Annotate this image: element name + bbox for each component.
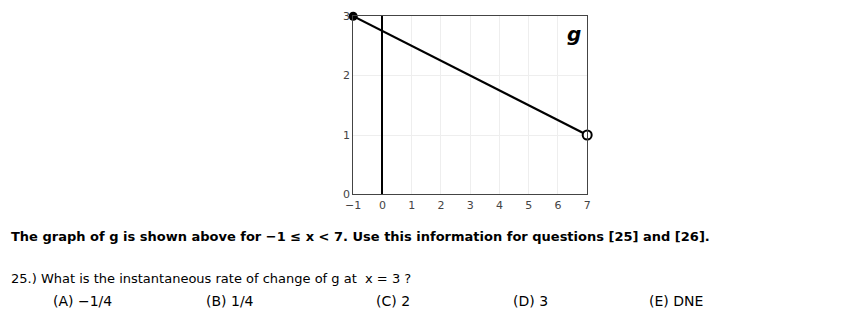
svg-text:(C) 2: (C) 2 xyxy=(376,293,410,309)
svg-text:(A) −1/4: (A) −1/4 xyxy=(53,293,112,309)
svg-text:3: 3 xyxy=(343,10,350,23)
svg-text:1: 1 xyxy=(343,129,350,142)
svg-text:2: 2 xyxy=(437,199,444,212)
svg-text:(B) 1/4: (B) 1/4 xyxy=(206,293,254,309)
svg-text:5: 5 xyxy=(525,199,532,212)
svg-text:4: 4 xyxy=(496,199,503,212)
svg-text:−1: −1 xyxy=(345,199,361,212)
svg-text:0: 0 xyxy=(379,199,386,212)
svg-text:1: 1 xyxy=(408,199,415,212)
svg-text:6: 6 xyxy=(554,199,561,212)
svg-text:The graph of g is shown above: The graph of g is shown above for −1 ≤ x… xyxy=(11,229,710,244)
svg-text:(D) 3: (D) 3 xyxy=(513,293,548,309)
svg-text:25.) What is the instantaneous: 25.) What is the instantaneous rate of c… xyxy=(11,271,411,286)
svg-text:7: 7 xyxy=(584,199,591,212)
svg-text:(E) DNE: (E) DNE xyxy=(649,293,703,309)
svg-text:0: 0 xyxy=(343,188,350,201)
svg-text:2: 2 xyxy=(343,69,350,82)
svg-text:g: g xyxy=(567,22,581,46)
svg-text:3: 3 xyxy=(467,199,474,212)
